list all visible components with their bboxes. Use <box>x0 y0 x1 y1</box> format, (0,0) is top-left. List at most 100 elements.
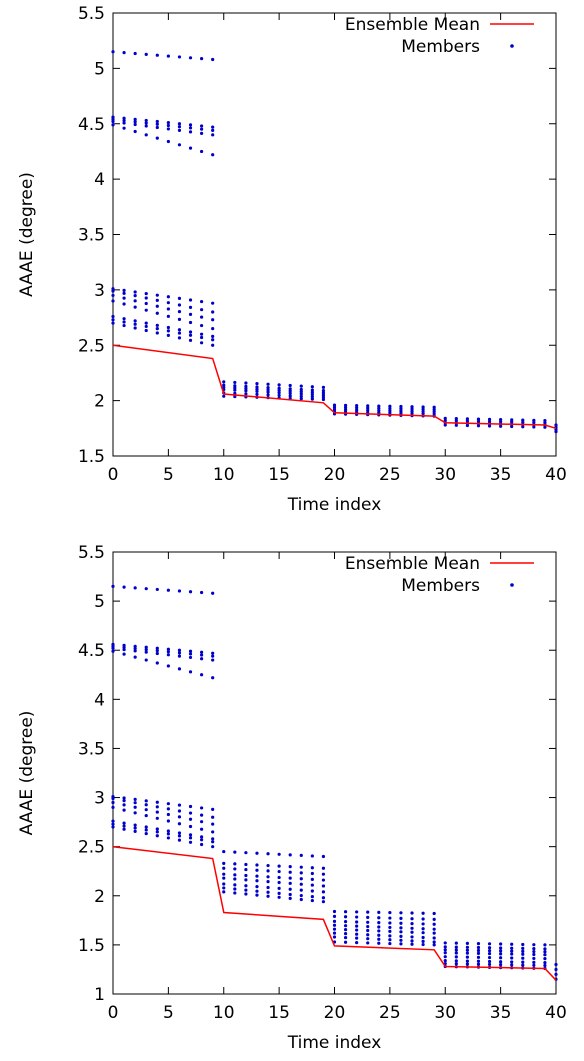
member-point <box>222 866 226 870</box>
x-tick-label: 5 <box>163 465 174 485</box>
member-point <box>421 922 425 926</box>
member-point <box>432 931 436 935</box>
member-point <box>432 940 436 944</box>
member-point <box>277 393 281 397</box>
member-point <box>177 122 182 126</box>
member-point <box>188 312 193 316</box>
member-point <box>222 872 226 876</box>
member-point <box>310 898 314 903</box>
member-point <box>454 416 458 421</box>
member-point <box>399 407 403 411</box>
member-point <box>133 305 137 309</box>
member-point <box>188 298 193 302</box>
member-point <box>244 878 248 882</box>
member-point <box>499 963 503 967</box>
member-point <box>211 57 215 62</box>
member-point <box>443 418 447 423</box>
member-point <box>321 896 326 900</box>
member-point <box>133 122 137 127</box>
member-point <box>211 837 215 841</box>
member-point <box>421 927 425 931</box>
member-point <box>177 651 182 655</box>
member-point <box>355 932 359 936</box>
member-point <box>343 920 348 924</box>
member-point <box>366 910 370 914</box>
member-point <box>233 380 237 385</box>
member-point <box>443 955 447 959</box>
member-point <box>310 397 314 401</box>
member-point <box>487 942 492 946</box>
member-point <box>111 318 115 322</box>
member-point <box>255 874 259 878</box>
x-tick-label: 40 <box>545 465 567 485</box>
member-point <box>543 418 547 423</box>
member-point <box>266 388 270 392</box>
member-point <box>288 865 292 869</box>
member-point <box>211 133 215 137</box>
member-point <box>554 430 558 434</box>
member-point <box>144 321 148 325</box>
member-point <box>133 319 137 323</box>
member-point <box>266 393 270 397</box>
y-tick-label: 1.5 <box>78 936 105 956</box>
member-point <box>355 403 359 408</box>
member-point <box>177 831 182 835</box>
member-point <box>122 824 126 828</box>
member-point <box>155 651 159 656</box>
member-point <box>399 926 403 930</box>
x-tick-label: 25 <box>379 1003 401 1023</box>
member-point <box>366 928 370 933</box>
member-point <box>532 956 536 961</box>
member-point <box>166 802 170 806</box>
member-point <box>166 588 170 592</box>
member-point <box>377 937 381 941</box>
member-point <box>388 925 392 930</box>
member-point <box>288 881 292 885</box>
member-point <box>399 938 403 942</box>
member-point <box>332 914 337 919</box>
member-point <box>366 915 370 919</box>
member-point <box>144 296 148 300</box>
chart-bottom: 0 5 10 15 20 25 30 35 40 1 1.5 2 2.5 3 3.5 4 4.5 5 5.5 Time… <box>17 543 567 1053</box>
member-point <box>244 892 248 896</box>
member-point <box>166 301 170 305</box>
member-point <box>188 836 193 840</box>
y-tick-label: 2 <box>94 392 105 412</box>
member-point <box>133 129 137 134</box>
member-point <box>266 890 270 894</box>
member-point <box>177 317 182 322</box>
member-point <box>521 963 525 967</box>
y-tick-label: 3.5 <box>78 739 105 759</box>
member-point <box>476 959 481 963</box>
member-point <box>432 927 436 931</box>
member-point <box>321 395 326 399</box>
y-tick-label: 4.5 <box>78 115 105 135</box>
member-point <box>443 959 447 963</box>
member-point <box>288 387 292 391</box>
member-point <box>166 123 170 128</box>
member-point <box>155 587 159 592</box>
member-point <box>388 941 392 946</box>
member-point <box>321 391 326 395</box>
member-point <box>255 889 259 893</box>
member-point <box>188 126 193 130</box>
member-point <box>111 115 115 119</box>
member-point <box>499 946 503 950</box>
member-point <box>499 942 503 946</box>
member-point <box>421 939 425 943</box>
member-point <box>133 655 137 659</box>
member-point <box>133 294 137 298</box>
member-point <box>133 326 137 330</box>
member-point <box>177 654 182 658</box>
member-point <box>465 959 469 963</box>
member-point <box>133 801 137 805</box>
member-point <box>443 945 447 949</box>
member-point <box>543 947 547 951</box>
member-point <box>454 951 458 955</box>
member-point <box>144 808 148 812</box>
member-point <box>200 842 204 847</box>
member-point <box>299 397 303 401</box>
member-point <box>133 805 137 809</box>
member-point <box>299 871 303 875</box>
y-tick-label: 5 <box>94 592 105 612</box>
